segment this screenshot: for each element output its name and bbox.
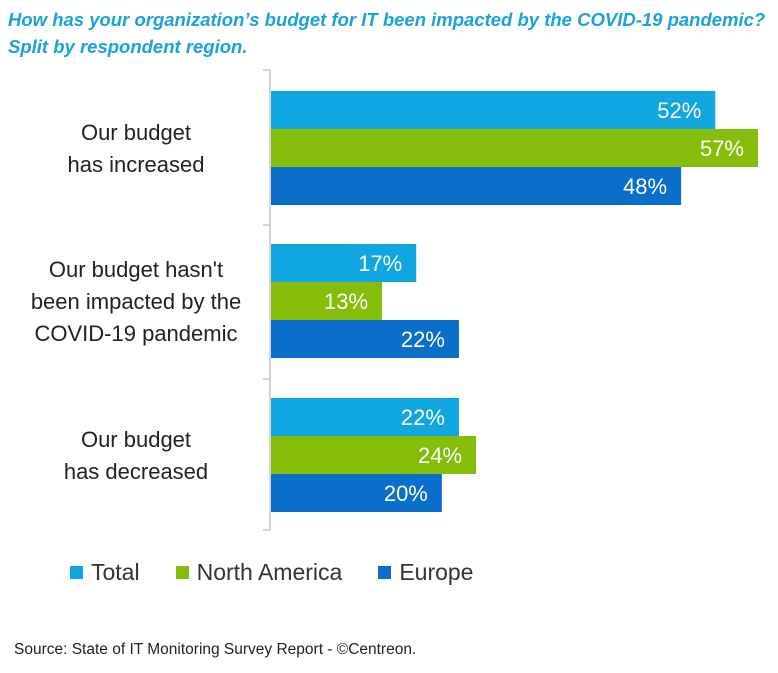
legend-label: Europe <box>399 559 474 585</box>
data-label: 22% <box>401 327 445 352</box>
bar <box>271 436 477 474</box>
source-note: Source: State of IT Monitoring Survey Re… <box>14 641 417 658</box>
legend-label: Total <box>91 559 140 585</box>
bar <box>271 129 758 167</box>
data-label: 20% <box>384 481 428 506</box>
bar <box>271 167 682 205</box>
data-label: 52% <box>657 98 701 123</box>
bar <box>271 398 459 436</box>
data-label: 48% <box>623 174 667 199</box>
bar-chart: 52% 57% 48% Our budget has increased 17% 13% 22… <box>31 69 758 531</box>
data-label: 24% <box>418 443 462 468</box>
legend-item: North America <box>175 559 343 586</box>
bar <box>271 91 716 129</box>
category-label: Our budget has decreased <box>64 427 208 484</box>
chart-title: How has your organization’s budget for I… <box>8 9 766 57</box>
bar <box>271 320 459 358</box>
legend-swatch <box>70 566 83 579</box>
category-label: Our budget hasn't been impacted by the COV… <box>31 257 241 346</box>
legend-item: Europe <box>378 559 473 586</box>
bar <box>271 282 383 320</box>
legend-item: Total <box>70 559 140 586</box>
category-label: Our budget has increased <box>68 120 205 177</box>
legend-swatch <box>378 566 392 579</box>
bar <box>271 244 417 282</box>
data-label: 57% <box>700 136 744 161</box>
legend-label: North America <box>196 559 343 585</box>
legend-swatch <box>175 566 189 579</box>
legend: Total North America Europe <box>70 559 509 586</box>
bar <box>271 474 442 512</box>
data-label: 13% <box>324 289 368 314</box>
data-label: 22% <box>401 405 445 430</box>
data-label: 17% <box>358 251 402 276</box>
